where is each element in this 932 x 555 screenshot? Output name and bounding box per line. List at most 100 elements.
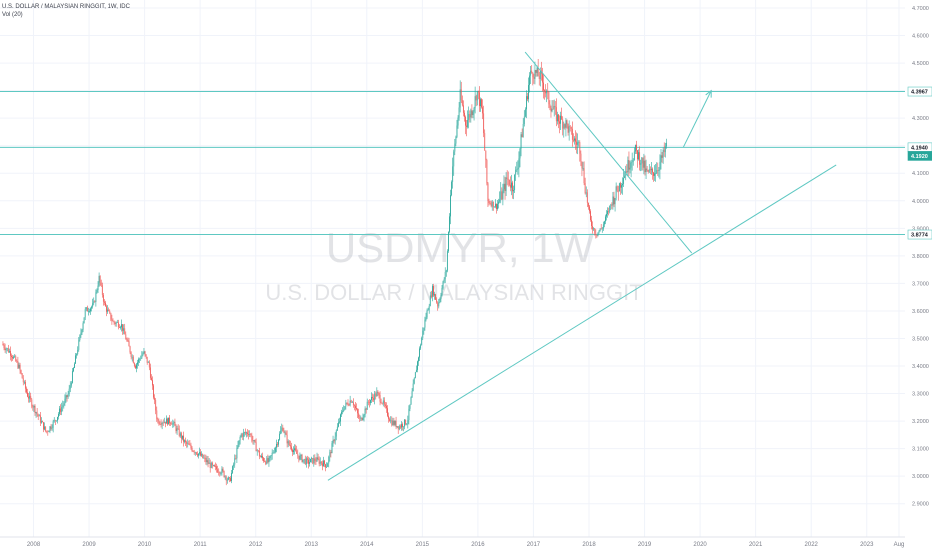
candle-body — [642, 157, 644, 168]
candle-body — [655, 173, 657, 175]
candle-body — [661, 155, 663, 158]
candle-body — [242, 432, 244, 437]
candle-body — [280, 430, 282, 434]
candle-body — [598, 231, 600, 233]
trendline-falling-resistance[interactable] — [524, 51, 693, 254]
candle-body — [574, 138, 575, 141]
trendline-rising-support[interactable] — [327, 164, 837, 481]
candle-body — [101, 285, 103, 295]
candle-body — [296, 450, 298, 454]
price-tick-label: 3.9000 — [912, 226, 929, 232]
candle-body — [71, 371, 73, 383]
candle-body — [585, 192, 587, 194]
candle-body — [441, 287, 443, 296]
candle-body — [10, 350, 11, 356]
candle-body — [269, 456, 271, 459]
candle-body — [474, 96, 476, 109]
candle-body — [297, 453, 299, 456]
price-label-box[interactable] — [907, 229, 932, 240]
candle-body — [641, 157, 643, 164]
candle-body — [277, 444, 278, 445]
candle-body — [47, 431, 49, 433]
candle-body — [364, 408, 366, 415]
candle-body — [398, 426, 400, 430]
candle-body — [560, 115, 561, 124]
candle-body — [468, 114, 470, 120]
candle-body — [62, 405, 64, 408]
candle-body — [498, 201, 500, 204]
candle-body — [638, 152, 639, 160]
time-tick-label: 2010 — [138, 542, 152, 548]
candle-body — [382, 400, 384, 404]
candle-body — [214, 465, 215, 467]
time-axis[interactable]: 2008 2009 2010 2011 2012 2013 2014 2015 2016 2017… — [0, 536, 905, 548]
candle-body — [51, 427, 53, 429]
candle-body — [82, 323, 84, 330]
volume-indicator-label[interactable]: Vol (20) — [2, 12, 23, 18]
candle-body — [627, 160, 629, 173]
price-axis[interactable]: 2.9000 3.0000 3.1000 3.2000 3.3000 3.4000 3.50… — [907, 6, 932, 508]
candle-body — [251, 435, 253, 441]
candle-body — [381, 403, 383, 404]
candle-body — [225, 476, 227, 481]
candle-body — [663, 149, 665, 153]
candle-body — [165, 418, 167, 424]
price-tick-label: 3.1000 — [912, 447, 929, 453]
candle-body — [577, 142, 579, 145]
candle-body — [384, 404, 386, 406]
candle-body — [45, 426, 47, 431]
candle-body — [363, 414, 365, 418]
price-label-text: 4.1940 — [911, 145, 928, 151]
candle-body — [657, 170, 659, 171]
candle-body — [517, 167, 519, 170]
candle-body — [247, 432, 248, 435]
candle-body — [54, 420, 56, 421]
candle-body — [629, 167, 631, 170]
candle-body — [124, 328, 126, 335]
candle-body — [553, 105, 555, 110]
candle-body — [344, 406, 346, 410]
candle-body — [151, 377, 152, 381]
candle-body — [314, 458, 316, 461]
candle-body — [337, 422, 339, 427]
horizontal-levels[interactable] — [0, 91, 905, 236]
candle-body — [175, 425, 177, 432]
price-label-box[interactable] — [907, 151, 932, 161]
candle-body — [593, 228, 595, 230]
candle-body — [579, 142, 581, 154]
candle-body — [123, 328, 125, 331]
candle-body — [427, 309, 429, 311]
projection-arrow-head[interactable] — [705, 89, 712, 98]
candle-body — [140, 358, 142, 360]
candle-body — [245, 432, 246, 434]
candle-body — [504, 183, 506, 191]
candle-body — [489, 203, 491, 204]
candle-body — [288, 441, 290, 446]
trendlines[interactable] — [327, 51, 837, 481]
candle-body — [274, 447, 276, 452]
candle-body — [606, 214, 607, 217]
candle-body — [300, 454, 302, 456]
candle-body — [120, 327, 121, 328]
candle-body — [527, 96, 528, 100]
price-tick-label: 3.2000 — [912, 419, 929, 425]
candle-body — [343, 409, 345, 412]
candle-body — [201, 453, 203, 456]
candle-body — [132, 356, 134, 364]
candle-body — [53, 420, 55, 422]
candle-body — [177, 428, 179, 430]
candle-body — [99, 275, 101, 283]
candle-body — [513, 190, 514, 192]
candle-body — [218, 472, 220, 473]
projection-arrow[interactable] — [682, 90, 712, 148]
candle-body — [426, 310, 428, 318]
candle-body — [83, 317, 85, 324]
candle-body — [516, 169, 518, 170]
candle-body — [613, 196, 615, 205]
candle-body — [249, 434, 251, 436]
price-label-box[interactable] — [907, 86, 932, 97]
symbol-title: U.S. DOLLAR / MALAYSIAN RINGGIT, 1W, IDC — [2, 4, 130, 10]
candle-body — [543, 82, 544, 91]
